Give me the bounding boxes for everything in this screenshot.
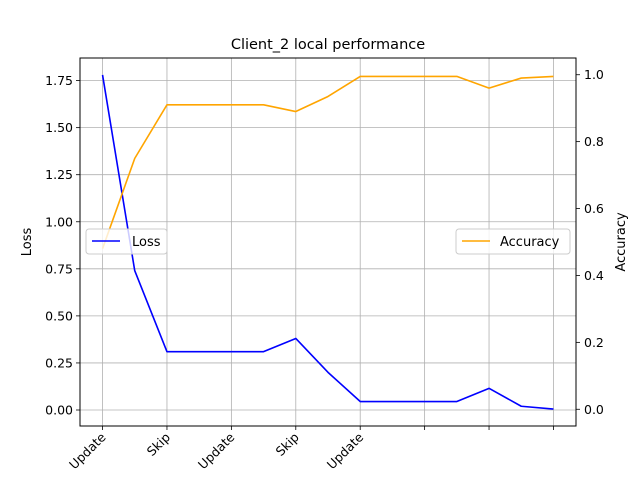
x-tick-label: Update bbox=[195, 429, 238, 472]
y-right-tick-label: 1.0 bbox=[584, 67, 604, 82]
legend-loss: Loss bbox=[85, 228, 168, 255]
series-line-accuracy bbox=[101, 75, 554, 249]
y-right-tick-label: 0.4 bbox=[584, 268, 604, 283]
x-tick-label: Skip bbox=[144, 429, 173, 458]
y-left-tick-label: 0.75 bbox=[45, 261, 73, 276]
plot-lines bbox=[101, 74, 554, 410]
x-tick-label: Skip bbox=[273, 429, 302, 458]
y-left-tick-label: 0.00 bbox=[45, 403, 73, 418]
y-axis-right-label: Accuracy bbox=[614, 212, 629, 272]
chart-title: Client_2 local performance bbox=[231, 37, 425, 53]
y-axis-left: 0.00 0.25 0.50 0.75 1.00 1.25 1.50 1.75 bbox=[45, 73, 80, 418]
y-left-tick-label: 1.75 bbox=[45, 73, 73, 88]
legend-accuracy-box bbox=[455, 228, 571, 255]
x-axis: Update Skip Update Skip Update bbox=[66, 426, 554, 472]
legend-loss-box bbox=[85, 228, 168, 255]
y-left-tick-label: 1.00 bbox=[45, 214, 73, 229]
y-axis-right: 0.0 0.2 0.4 0.6 0.8 1.0 bbox=[576, 67, 604, 417]
legend-accuracy: Accuracy bbox=[455, 228, 571, 255]
y-right-tick-label: 0.6 bbox=[584, 201, 604, 216]
y-right-tick-label: 0.8 bbox=[584, 134, 604, 149]
y-left-tick-label: 1.50 bbox=[45, 120, 73, 135]
y-axis-left-label: Loss bbox=[20, 228, 35, 257]
y-left-tick-label: 0.25 bbox=[45, 355, 73, 370]
y-right-tick-label: 0.0 bbox=[584, 402, 604, 417]
series-line-loss bbox=[101, 74, 554, 410]
grid bbox=[80, 58, 576, 426]
legend-loss-label: Loss bbox=[132, 235, 161, 250]
y-right-tick-label: 0.2 bbox=[584, 335, 604, 350]
y-left-tick-label: 0.50 bbox=[45, 308, 73, 323]
x-tick-label: Update bbox=[66, 429, 109, 472]
y-left-tick-label: 1.25 bbox=[45, 167, 73, 182]
x-tick-label: Update bbox=[324, 429, 367, 472]
plot-frame bbox=[79, 57, 577, 427]
legend-accuracy-label: Accuracy bbox=[500, 235, 560, 250]
